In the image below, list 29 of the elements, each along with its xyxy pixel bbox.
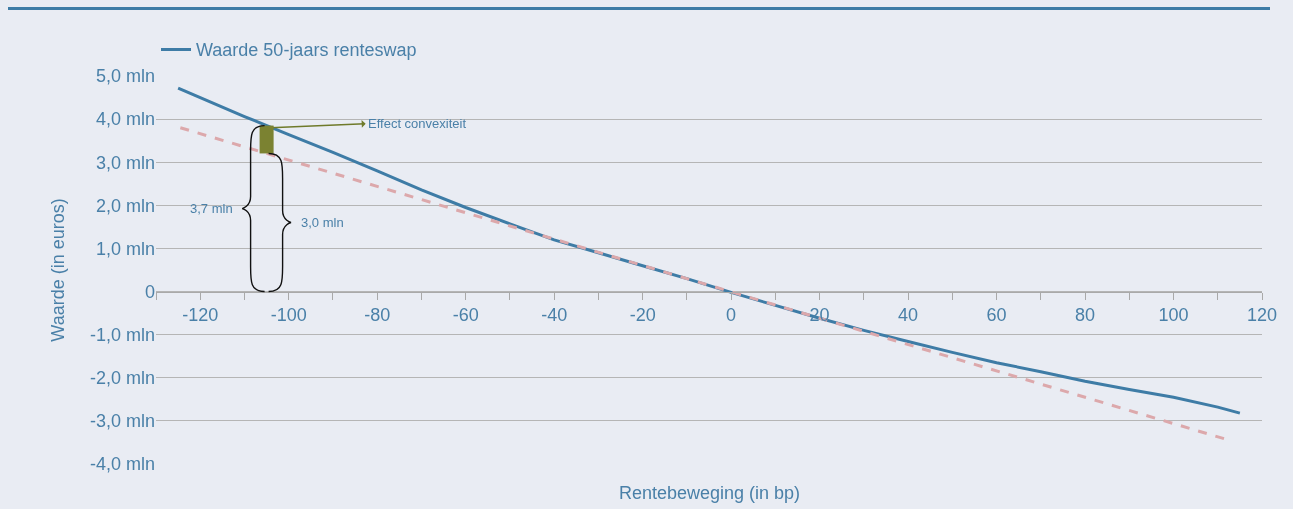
x-tick-label: 60	[986, 305, 1007, 326]
y-tick-label: -4,0 mln	[89, 454, 155, 475]
x-tick-label: -20	[629, 305, 656, 326]
x-tick-label: -60	[452, 305, 479, 326]
x-tick-label: 40	[898, 305, 919, 326]
y-tick-label: 5,0 mln	[95, 66, 155, 87]
annotation: Effect convexiteit	[368, 116, 467, 131]
x-tick-label: -80	[364, 305, 391, 326]
y-tick-label: 3,0 mln	[95, 152, 155, 173]
x-tick-label: -120	[182, 305, 219, 326]
x-tick-label: 80	[1075, 305, 1096, 326]
y-axis-title: Waarde (in euros)	[48, 198, 69, 342]
y-tick-label: -2,0 mln	[89, 368, 155, 389]
y-tick-label: 2,0 mln	[95, 195, 155, 216]
y-tick-label: -3,0 mln	[89, 411, 155, 432]
y-tick-label: 1,0 mln	[95, 238, 155, 259]
x-axis-title: Rentebeweging (in bp)	[619, 483, 801, 503]
y-tick-label: 4,0 mln	[95, 109, 155, 130]
x-tick-label: 120	[1246, 305, 1278, 326]
y-tick-label: 0	[144, 281, 155, 302]
x-tick-label: 100	[1158, 305, 1189, 326]
x-tick-label: 20	[809, 305, 830, 326]
x-tick-label: -100	[270, 305, 307, 326]
legend-label: Waarde 50-jaars renteswap	[196, 40, 417, 61]
x-tick-label: -40	[541, 305, 568, 326]
y-tick-label: -1,0 mln	[89, 324, 155, 345]
annotation: 3,0 mln	[301, 215, 344, 230]
annotation: 3,7 mln	[190, 201, 233, 216]
x-tick-label: 0	[726, 305, 737, 326]
